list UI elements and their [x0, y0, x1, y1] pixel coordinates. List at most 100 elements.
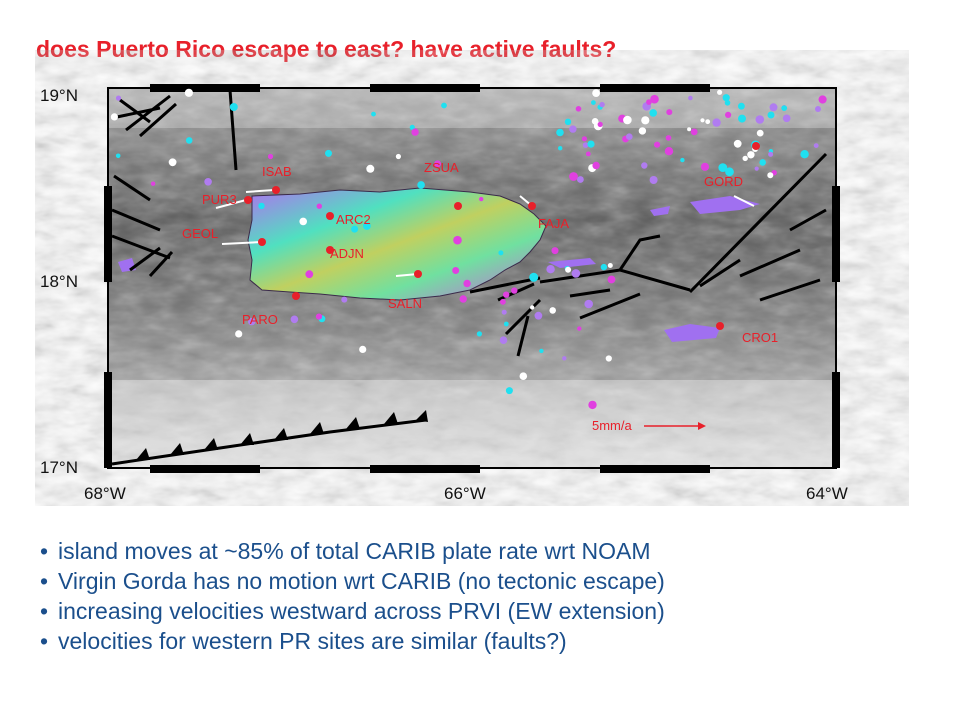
seismic-event: [258, 202, 265, 210]
seismic-event: [592, 89, 600, 97]
seismic-event: [434, 160, 442, 168]
seismic-event: [511, 287, 518, 294]
seismic-event: [558, 146, 563, 151]
seismic-event: [591, 118, 599, 125]
seismic-event: [539, 348, 544, 354]
seismic-event: [717, 89, 723, 95]
station-label-adjn: ADJN: [330, 246, 364, 261]
seismic-event: [755, 115, 765, 124]
seismic-event: [235, 330, 243, 338]
bullet-text: velocities for western PR sites are simi…: [58, 628, 567, 654]
lon-label-68w: 68°W: [84, 484, 126, 503]
seismic-event: [700, 118, 705, 123]
station-label-saln: SALN: [388, 296, 422, 311]
vieques-island: [548, 258, 596, 268]
seismic-event: [813, 143, 819, 149]
seismic-event: [688, 95, 693, 101]
seismic-event: [577, 176, 584, 183]
seismic-event: [649, 109, 657, 117]
lat-label-19n: 19°N: [40, 86, 78, 105]
seismic-event: [650, 94, 659, 104]
seismic-event: [325, 149, 332, 157]
seismic-event: [646, 99, 652, 105]
seismic-event: [565, 266, 572, 273]
station-label-paro: PARO: [242, 312, 278, 327]
seismic-event: [626, 133, 633, 140]
seismic-event: [395, 153, 401, 160]
seismic-event: [409, 124, 415, 130]
seismic-event: [363, 222, 371, 230]
seismic-event: [767, 111, 775, 119]
map-svg: ISAB ZSUA PUR3 ARC2 GEOL ADJN FAJA GORD …: [104, 84, 840, 473]
seismic-event: [562, 356, 567, 361]
bullet-text: Virgin Gorda has no motion wrt CARIB (no…: [58, 568, 665, 594]
seismic-event: [747, 151, 755, 159]
seismic-event: [499, 336, 508, 345]
seismic-event: [571, 269, 581, 278]
seismic-event: [759, 159, 766, 166]
seismic-event: [519, 372, 528, 381]
seismic-event: [725, 167, 734, 177]
seismic-event: [581, 136, 588, 142]
seismic-event: [585, 151, 591, 157]
seismic-event: [184, 88, 193, 97]
seismic-event: [549, 307, 556, 314]
seismic-event: [666, 109, 673, 116]
culebra-island: [650, 206, 670, 216]
seismic-event: [569, 172, 578, 181]
seismic-event: [150, 181, 156, 186]
seismic-event: [756, 129, 764, 137]
seismic-event: [641, 116, 650, 125]
seismic-event: [564, 118, 572, 126]
seismic-event: [607, 263, 613, 268]
station-label-pur3: PUR3: [202, 192, 237, 207]
map-figure: ISAB ZSUA PUR3 ARC2 GEOL ADJN FAJA GORD …: [40, 84, 848, 503]
puerto-rico-island: [247, 187, 547, 301]
seismic-event: [597, 121, 603, 127]
seismic-event: [168, 158, 177, 167]
seismic-event: [453, 235, 462, 245]
seismic-event: [769, 103, 778, 112]
seismic-event: [290, 315, 299, 324]
station-label-isab: ISAB: [262, 164, 292, 179]
seismic-event: [501, 309, 507, 315]
seismic-event: [588, 400, 597, 410]
seismic-event: [530, 305, 535, 310]
seismic-event: [463, 279, 471, 288]
seismic-event: [722, 94, 730, 102]
map-frame: [104, 84, 840, 473]
slide-title: does Puerto Rico escape to east? have ac…: [36, 36, 617, 62]
seismic-event: [754, 166, 759, 171]
seismic-event: [366, 164, 375, 173]
bullet-item: • velocities for western PR sites are sim…: [40, 628, 567, 654]
seismicity-dots: [110, 88, 827, 410]
seismic-event: [687, 127, 692, 132]
station-label-gord: GORD: [704, 174, 743, 189]
seismic-event: [641, 162, 648, 169]
seismic-event: [605, 355, 612, 362]
seismic-event: [584, 299, 593, 309]
st-croix-island: [664, 324, 720, 342]
seismic-event: [115, 95, 122, 101]
seismic-event: [371, 111, 376, 117]
seismic-event: [351, 225, 359, 233]
seismic-event: [781, 105, 788, 111]
seismic-event: [725, 111, 732, 118]
seismic-event: [476, 331, 482, 337]
seismic-event: [305, 270, 314, 279]
seismic-event: [248, 317, 256, 326]
seismic-event: [529, 272, 539, 282]
station-label-arc2: ARC2: [336, 212, 371, 227]
seismic-event: [600, 263, 608, 271]
station-label-geol: GEOL: [182, 226, 218, 241]
seismic-event: [315, 313, 323, 320]
seismic-event: [638, 127, 647, 135]
lon-label-66w: 66°W: [444, 484, 486, 503]
lat-label-17n: 17°N: [40, 458, 78, 477]
seismic-event: [500, 298, 506, 305]
seismic-event: [459, 295, 467, 303]
seismic-event: [664, 147, 674, 156]
seismic-event: [503, 291, 510, 298]
station-markers: [244, 142, 760, 330]
seismic-event: [818, 95, 827, 104]
